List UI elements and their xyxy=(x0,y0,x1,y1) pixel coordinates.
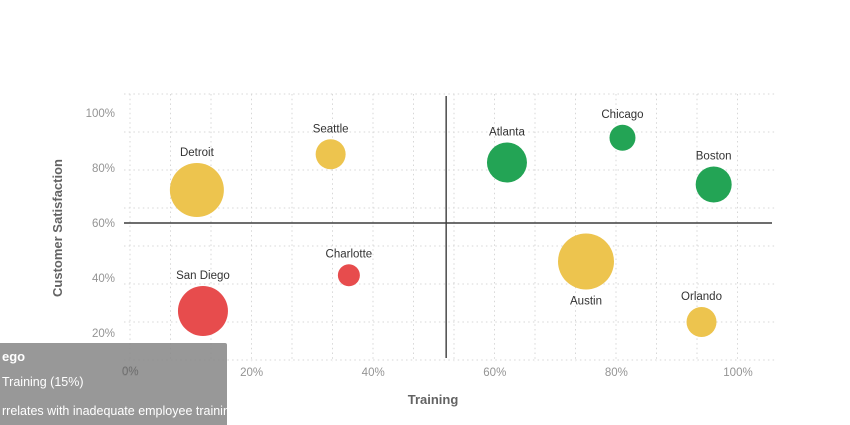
bubble-label-austin: Austin xyxy=(570,296,602,308)
bubble-label-orlando: Orlando xyxy=(681,291,722,303)
x-axis-title: Training xyxy=(408,392,459,407)
y-axis-title: Customer Satisfaction xyxy=(50,159,65,297)
bubble-label-charlotte: Charlotte xyxy=(326,248,373,260)
bubble-label-seattle: Seattle xyxy=(313,123,349,135)
bubble-boston[interactable] xyxy=(695,166,732,203)
bubble-san-diego[interactable] xyxy=(177,286,228,336)
x-tick-label: 60% xyxy=(483,367,506,379)
bubble-detroit[interactable] xyxy=(169,163,224,217)
bubble-seattle[interactable] xyxy=(315,139,346,170)
y-tick-label: 40% xyxy=(92,273,115,285)
x-tick-label: 100% xyxy=(723,367,752,379)
bubble-chicago[interactable] xyxy=(609,124,636,151)
tooltip-measure: Training (15%) xyxy=(2,375,84,389)
bubble-austin[interactable] xyxy=(558,233,614,290)
y-tick-label: 20% xyxy=(92,328,115,340)
tooltip: ego Training (15%) rrelates with inadequ… xyxy=(0,343,237,425)
bubble-label-boston: Boston xyxy=(696,151,732,163)
bubble-label-chicago: Chicago xyxy=(601,109,643,121)
bubble-label-san-diego: San Diego xyxy=(176,270,230,282)
x-tick-label: 20% xyxy=(240,367,263,379)
bubble-orlando[interactable] xyxy=(686,307,717,337)
x-tick-label: 40% xyxy=(362,367,385,379)
y-tick-label: 100% xyxy=(86,108,115,120)
y-tick-label: 60% xyxy=(92,218,115,230)
y-tick-label: 80% xyxy=(92,163,115,175)
x-tick-zero-overlay: 0% xyxy=(122,366,139,378)
tooltip-title: ego xyxy=(2,349,26,364)
bubble-charlotte[interactable] xyxy=(337,264,360,287)
bubble-label-detroit: Detroit xyxy=(180,147,215,159)
tooltip-note: rrelates with inadequate employee traini… xyxy=(2,404,237,418)
bubble-atlanta[interactable] xyxy=(486,142,527,183)
bubble-label-atlanta: Atlanta xyxy=(489,127,525,139)
x-tick-label: 80% xyxy=(605,367,628,379)
